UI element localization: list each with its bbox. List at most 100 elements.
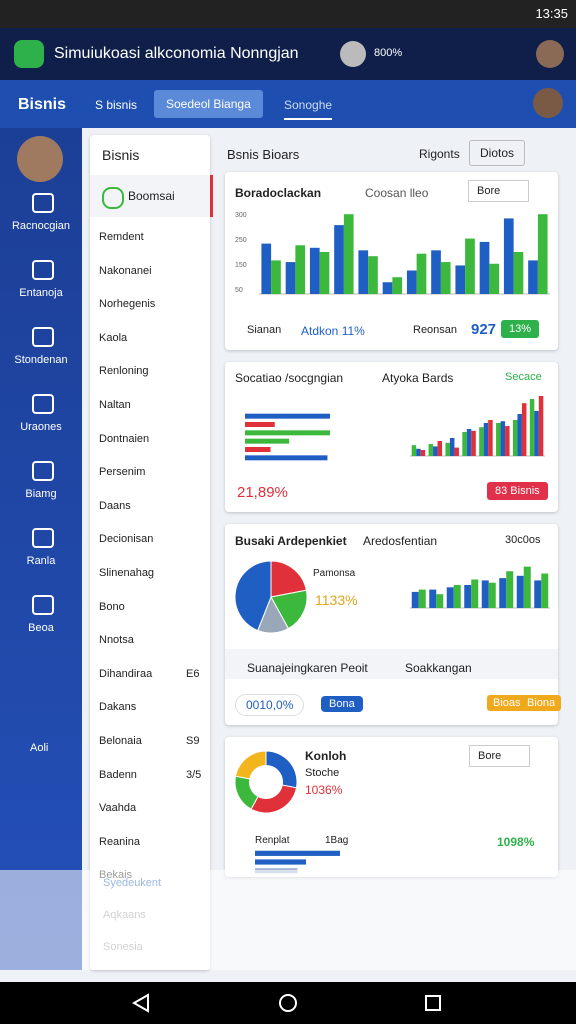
- stat: 1098%: [497, 835, 535, 849]
- app-title: Simuiukoasi alkconomia Nonngjan: [54, 45, 299, 62]
- card-title: Busaki Ardepenkiet: [235, 534, 347, 548]
- bar: [523, 566, 531, 608]
- axis-label: 300: [235, 212, 247, 219]
- bar-chart: [410, 566, 550, 609]
- hbar: [245, 422, 275, 427]
- menu-item[interactable]: Badenn: [99, 768, 137, 781]
- bar: [471, 579, 479, 608]
- bar-label: Renplat: [255, 835, 290, 846]
- bar: [446, 587, 454, 608]
- side-icon: [32, 260, 54, 280]
- card-subtitle: Coosan lleo: [365, 186, 429, 200]
- menu-item[interactable]: Bono: [99, 600, 125, 613]
- menu-item[interactable]: Belonaia: [99, 735, 142, 747]
- menu-note: E6: [186, 667, 200, 680]
- bar: [358, 250, 369, 294]
- menu-item[interactable]: Nnotsa: [99, 634, 134, 647]
- pie-label: Pamonsa: [313, 568, 356, 579]
- menu-item[interactable]: Vaahda: [99, 802, 137, 815]
- bar: [521, 403, 527, 456]
- slice: [270, 589, 307, 630]
- back[interactable]: [131, 993, 149, 1013]
- bar: [454, 447, 459, 456]
- card-title: Socatiao /socgngian: [235, 371, 344, 385]
- bar-chart: 300 250 150 50: [235, 212, 550, 295]
- bar: [499, 578, 507, 608]
- menu-item[interactable]: Slinenahag: [99, 567, 155, 579]
- bar-note: 1Bag: [325, 835, 349, 846]
- bar: [420, 450, 426, 456]
- bar: [437, 441, 443, 456]
- sidebar: Racnocgian Entanoja Stondenan Uraones Biamg R…: [0, 128, 82, 970]
- bar: [453, 585, 461, 608]
- dropdown[interactable]: Bore: [468, 180, 530, 202]
- card-title: Boradoclackan: [235, 186, 322, 200]
- axis-label: 150: [235, 262, 247, 269]
- menu-item[interactable]: Kaola: [99, 331, 128, 344]
- hbar: [245, 413, 330, 419]
- profile[interactable]: [536, 40, 564, 68]
- tab[interactable]: S bisnis: [95, 98, 138, 112]
- menu-item[interactable]: Decionisan: [99, 533, 154, 546]
- reports[interactable]: Rigonts: [419, 147, 460, 161]
- value: 1036%: [305, 783, 343, 797]
- menu-note: 3/5: [186, 768, 202, 781]
- bar: [488, 582, 496, 608]
- badge: 83 Bisnis: [487, 482, 548, 500]
- featured[interactable]: Boomsai: [90, 175, 213, 217]
- side-label: Stondenan: [14, 354, 68, 366]
- menu-item[interactable]: Reanina: [99, 835, 140, 848]
- bar: [411, 445, 417, 456]
- hbar: [255, 850, 340, 856]
- side-icon: [32, 327, 54, 347]
- bar: [512, 420, 518, 456]
- donut-chart: [235, 751, 297, 813]
- tab[interactable]: Sonoghe: [284, 98, 333, 120]
- menu-item[interactable]: Naltan: [99, 399, 131, 411]
- system-nav: [0, 982, 576, 1024]
- hbar: [245, 438, 290, 444]
- app-bar: Simuiukoasi alkconomia Nonngjan 800%: [0, 28, 576, 80]
- tab-active[interactable]: Soedeol Bianga: [154, 90, 263, 118]
- bar: [483, 423, 489, 456]
- side-label: Entanoja: [19, 287, 63, 299]
- bar: [500, 421, 506, 456]
- bar: [465, 238, 475, 294]
- hbar: [255, 859, 306, 865]
- side-icon: [32, 461, 54, 481]
- pill[interactable]: Bona: [321, 696, 363, 712]
- bar: [479, 427, 484, 456]
- menu-item[interactable]: Norhegenis: [99, 298, 156, 311]
- value: 0010,0%: [235, 694, 305, 716]
- menu-item[interactable]: Dakans: [99, 701, 137, 714]
- bar: [416, 253, 427, 294]
- menu-item[interactable]: Dontnaien: [99, 432, 150, 445]
- bar: [449, 438, 455, 456]
- bar: [392, 277, 403, 294]
- link[interactable]: 30c0os: [505, 534, 541, 546]
- menu-item[interactable]: Remdent: [99, 231, 144, 243]
- badge: Biona: [521, 695, 562, 711]
- card-title: Aredosfentian: [363, 534, 438, 548]
- dropdown[interactable]: Bore: [469, 745, 531, 767]
- bar: [440, 262, 451, 294]
- link[interactable]: Secace: [505, 371, 542, 383]
- menu-item[interactable]: Dihandiraa: [99, 667, 153, 680]
- side-icon: [32, 595, 54, 615]
- button[interactable]: Diotos: [469, 140, 526, 166]
- recents[interactable]: [425, 995, 441, 1011]
- bar: [445, 442, 450, 456]
- featured-label: Boomsai: [128, 189, 175, 203]
- bar: [334, 225, 344, 294]
- hbar-chart: [245, 413, 330, 461]
- menu-item[interactable]: Renloning: [99, 365, 149, 378]
- home[interactable]: [279, 994, 297, 1012]
- bar: [431, 250, 441, 294]
- side-label: Racnocgian: [11, 220, 71, 232]
- menu-item[interactable]: Persenim: [99, 466, 146, 479]
- avatar[interactable]: [340, 41, 366, 67]
- menu-item[interactable]: Nakonanei: [99, 264, 152, 277]
- menu-item[interactable]: Daans: [99, 499, 131, 512]
- profile[interactable]: [533, 88, 563, 118]
- hbar: [245, 455, 328, 461]
